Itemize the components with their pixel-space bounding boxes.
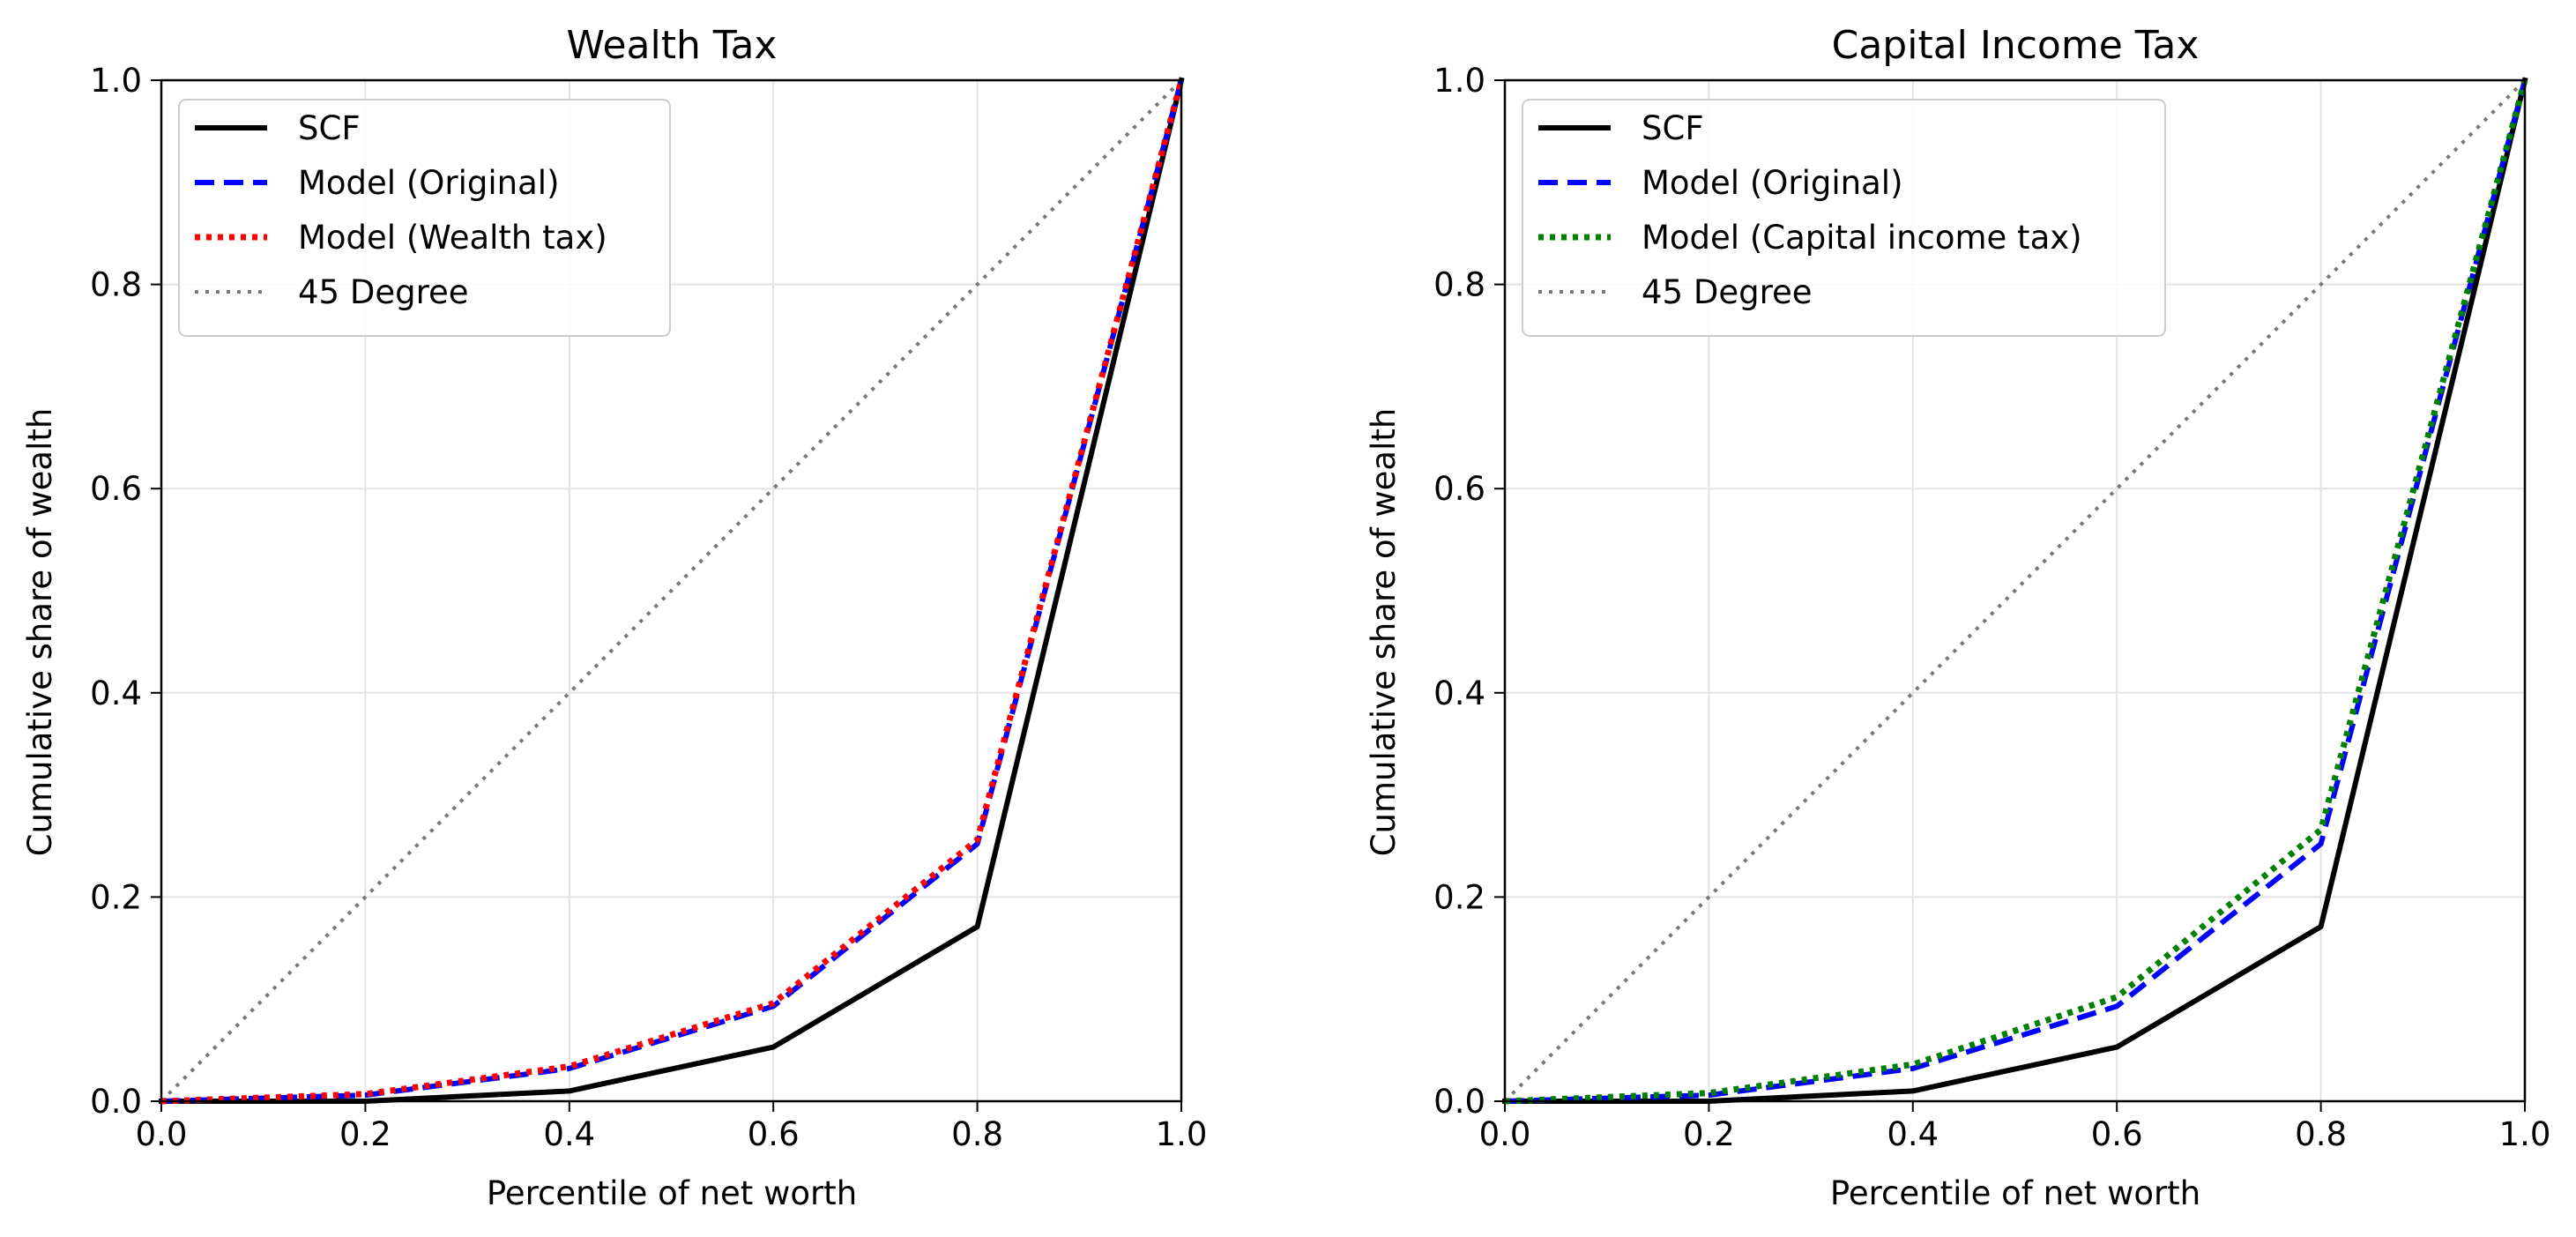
x-tick-label: 0.8: [951, 1115, 1003, 1153]
legend-box: [1522, 99, 2166, 337]
series-line-45-degree: [160, 78, 1183, 1103]
x-axis-label: Percentile of net worth: [487, 1174, 857, 1212]
chart-panel-wealth-tax: Wealth Tax Percentile of net worth Cumul…: [21, 23, 1207, 1212]
legend-label: Model (Capital income tax): [1642, 219, 2082, 257]
y-tick-label: 1.0: [90, 62, 142, 100]
legend: SCF Model (Original) Model (Wealth tax) 45 …: [178, 99, 671, 337]
y-tick-label: 0.8: [1433, 266, 1485, 304]
x-tick-label: 0.4: [1887, 1115, 1939, 1153]
y-tick-label: 0.2: [90, 878, 142, 916]
chart-title: Wealth Tax: [567, 23, 778, 68]
series-line-45-degree: [1503, 78, 2527, 1103]
chart-panel-capital-income-tax: Capital Income Tax Percentile of net wor…: [1365, 23, 2550, 1212]
legend-label: SCF: [298, 109, 361, 147]
legend-label: 45 Degree: [298, 273, 469, 311]
legend-label: Model (Original): [298, 164, 560, 202]
y-tick-label: 0.6: [1433, 470, 1485, 508]
axes-frame: [160, 78, 1183, 1103]
chart-title: Capital Income Tax: [1832, 23, 2200, 68]
y-tick-label: 1.0: [1433, 62, 1485, 100]
y-tick-label: 0.4: [90, 674, 142, 712]
y-tick-label: 0.6: [90, 470, 142, 508]
legend-box: [178, 99, 671, 337]
legend-label: 45 Degree: [1642, 273, 1813, 311]
x-tick-label: 0.0: [1479, 1115, 1531, 1153]
x-tick-label: 0.4: [543, 1115, 595, 1153]
y-axis-label: Cumulative share of wealth: [21, 408, 59, 857]
x-tick-label: 0.2: [339, 1115, 391, 1153]
x-tick-label: 0.8: [2295, 1115, 2347, 1153]
y-axis-label: Cumulative share of wealth: [1365, 408, 1403, 857]
axes-frame: [1503, 78, 2527, 1103]
legend-label: Model (Wealth tax): [298, 219, 607, 257]
y-tick-label: 0.8: [90, 266, 142, 304]
x-axis-label: Percentile of net worth: [1830, 1174, 2200, 1212]
x-tick-label: 0.0: [136, 1115, 188, 1153]
x-tick-label: 0.6: [748, 1115, 800, 1153]
series-line-model-wealth-tax: [160, 79, 1185, 1105]
series-line-model-capital-income-tax: [1504, 79, 2528, 1105]
y-tick-label: 0.2: [1433, 878, 1485, 916]
x-tick-label: 0.6: [2091, 1115, 2143, 1153]
y-tick-label: 0.0: [90, 1083, 142, 1121]
x-tick-label: 1.0: [1156, 1115, 1208, 1153]
legend-label: Model (Original): [1642, 164, 1903, 202]
y-tick-label: 0.4: [1433, 674, 1485, 712]
x-tick-label: 1.0: [2499, 1115, 2551, 1153]
y-tick-label: 0.0: [1433, 1083, 1485, 1121]
legend: SCF Model (Original) Model (Capital income…: [1522, 99, 2166, 337]
x-tick-label: 0.2: [1683, 1115, 1735, 1153]
legend-label: SCF: [1642, 109, 1704, 147]
